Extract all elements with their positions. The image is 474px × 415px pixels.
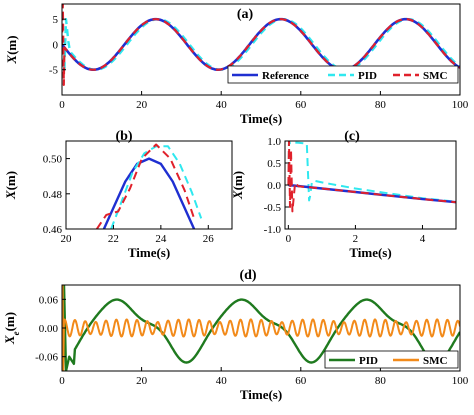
legend-box xyxy=(324,350,459,369)
x-tick-label: 20 xyxy=(61,233,73,245)
legend-label: SMC xyxy=(423,355,448,367)
legend-label: PID xyxy=(359,355,378,367)
plot-area xyxy=(62,285,460,371)
x-tick-label: 4 xyxy=(420,233,426,245)
reference-line xyxy=(102,157,196,229)
y-tick-label: 0.50 xyxy=(43,154,63,166)
y-axis-label-unit: (m) xyxy=(2,312,17,332)
plot-area xyxy=(62,4,460,87)
y-tick-label: -5 xyxy=(49,65,59,77)
y-axis-label: Xe(m) xyxy=(2,312,21,345)
smc-line xyxy=(95,143,196,229)
panel-label: (a) xyxy=(237,7,254,22)
y-tick-label: 5 xyxy=(53,14,59,26)
legend-label: PID xyxy=(358,70,377,82)
y-tick-label: 1.0 xyxy=(267,136,281,148)
x-axis-label: Time(s) xyxy=(128,245,170,260)
legend: PID SMC xyxy=(324,350,459,369)
x-tick-label: 60 xyxy=(295,375,307,387)
panel-0: 0 20 40 60 80 100 -5 0 5 Time(s) X(m) (a) Reference P… xyxy=(4,3,469,126)
x-tick-label: 24 xyxy=(155,233,167,245)
pid-line xyxy=(110,145,203,229)
y-tick-label: 0.00 xyxy=(39,323,59,335)
smc-line xyxy=(62,4,460,87)
plot-area xyxy=(95,143,203,229)
x-axis-label: Time(s) xyxy=(349,245,391,260)
x-tick-label: 40 xyxy=(216,375,228,387)
x-tick-label: 22 xyxy=(108,233,119,245)
panel-label: (d) xyxy=(239,268,256,283)
plot-area xyxy=(287,141,456,213)
panel-label: (c) xyxy=(344,129,360,144)
legend-label: Reference xyxy=(262,70,309,82)
x-tick-label: 60 xyxy=(295,99,307,111)
y-tick-label: -1.0 xyxy=(264,224,282,236)
x-tick-label: 40 xyxy=(216,99,228,111)
y-tick-label: 0.48 xyxy=(43,189,63,201)
x-axis-label: Time(s) xyxy=(240,387,282,402)
y-axis-label: X(m) xyxy=(230,171,245,200)
legend-label: SMC xyxy=(423,70,448,82)
y-tick-label: 0.46 xyxy=(43,224,63,236)
x-tick-label: 20 xyxy=(136,99,148,111)
y-axis-label-sub: e xyxy=(11,331,21,335)
y-tick-label: -0.5 xyxy=(264,202,282,214)
panel-3: 0 20 40 60 80 100 -0.06 0.00 0.06 Time(s) Xe(m) (d)… xyxy=(2,268,469,402)
y-tick-label: 0.5 xyxy=(267,158,281,170)
y-axis-label: X(m) xyxy=(3,171,18,200)
x-tick-label: 0 xyxy=(59,375,65,387)
x-tick-label: 2 xyxy=(353,233,359,245)
y-tick-label: -0.06 xyxy=(35,352,58,364)
smc-line xyxy=(62,285,460,371)
y-tick-label: 0.0 xyxy=(267,180,281,192)
y-axis-label-unit: (m) xyxy=(3,171,18,191)
panel-label: (b) xyxy=(115,129,132,144)
pid-line xyxy=(287,141,456,203)
y-tick-label: 0 xyxy=(53,39,59,51)
plot-frame xyxy=(61,3,461,96)
x-axis-label: Time(s) xyxy=(240,111,282,126)
x-tick-label: 0 xyxy=(286,233,292,245)
x-tick-label: 20 xyxy=(136,375,148,387)
x-tick-label: 0 xyxy=(59,99,65,111)
x-tick-label: 100 xyxy=(452,375,469,387)
panel-2: 0 2 4 -1.0 -0.5 0.0 0.5 1.0 Time(s) X(m) (c) xyxy=(230,129,457,260)
x-tick-label: 100 xyxy=(452,99,469,111)
legend: Reference PID SMC xyxy=(227,65,459,84)
smc-line xyxy=(287,141,456,213)
y-tick-label: 0.06 xyxy=(39,294,59,306)
panel-1: 20 22 24 26 0.46 0.48 0.50 Time(s) X(m) (b) xyxy=(3,129,233,260)
y-axis-label: X(m) xyxy=(4,35,19,64)
plot-frame xyxy=(65,140,233,230)
y-axis-label-unit: (m) xyxy=(230,171,245,191)
y-axis-label-unit: (m) xyxy=(4,35,19,55)
x-tick-label: 80 xyxy=(375,375,387,387)
x-tick-label: 26 xyxy=(203,233,215,245)
reference-line xyxy=(62,17,460,71)
x-tick-label: 80 xyxy=(375,99,387,111)
pid-line xyxy=(62,18,460,71)
